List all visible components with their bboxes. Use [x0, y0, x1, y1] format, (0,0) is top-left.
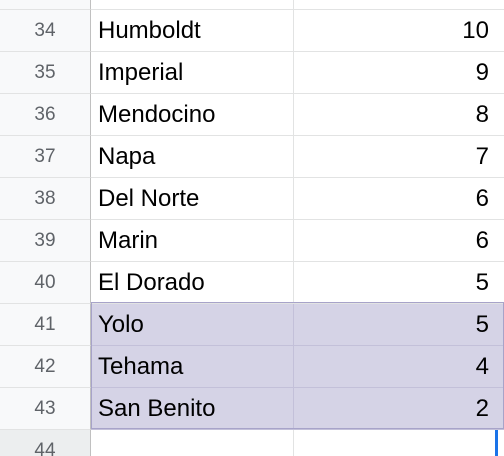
- cell-county[interactable]: San Benito: [91, 388, 294, 430]
- table-row: 39 Marin 6: [0, 220, 504, 262]
- cell-value[interactable]: 6: [294, 220, 504, 262]
- row-header[interactable]: 38: [0, 178, 91, 220]
- row-header[interactable]: 37: [0, 136, 91, 178]
- table-row: 34 Humboldt 10: [0, 10, 504, 52]
- row-header[interactable]: 44: [0, 430, 91, 456]
- cell-county[interactable]: Del Norte: [91, 178, 294, 220]
- cell-county[interactable]: Yolo: [91, 304, 294, 346]
- row-header[interactable]: [0, 0, 91, 10]
- table-row: 35 Imperial 9: [0, 52, 504, 94]
- table-row: 37 Napa 7: [0, 136, 504, 178]
- cell-county[interactable]: Tehama: [91, 346, 294, 388]
- cell-value[interactable]: 4: [294, 346, 504, 388]
- row-header[interactable]: 43: [0, 388, 91, 430]
- cell-value[interactable]: 6: [294, 178, 504, 220]
- table-row: 44: [0, 430, 504, 456]
- row-header[interactable]: 36: [0, 94, 91, 136]
- table-row-selected: 42 Tehama 4: [0, 346, 504, 388]
- row-header[interactable]: 41: [0, 304, 91, 346]
- cell-value[interactable]: 8: [294, 94, 504, 136]
- cell-county[interactable]: Marin: [91, 220, 294, 262]
- table-row-selected: 43 San Benito 2: [0, 388, 504, 430]
- cell-value[interactable]: 5: [294, 304, 504, 346]
- cell-county[interactable]: [91, 430, 294, 456]
- table-row: 38 Del Norte 6: [0, 178, 504, 220]
- cell-county[interactable]: El Dorado: [91, 262, 294, 304]
- fill-handle[interactable]: [495, 430, 498, 456]
- row-header[interactable]: 40: [0, 262, 91, 304]
- cell-county[interactable]: Napa: [91, 136, 294, 178]
- cell-value[interactable]: 10: [294, 10, 504, 52]
- row-header[interactable]: 42: [0, 346, 91, 388]
- cell-county[interactable]: Imperial: [91, 52, 294, 94]
- cell-value[interactable]: 7: [294, 136, 504, 178]
- cell-value[interactable]: 9: [294, 52, 504, 94]
- table-row: 40 El Dorado 5: [0, 262, 504, 304]
- cell-value[interactable]: [294, 0, 504, 10]
- row-partial-top: [0, 0, 504, 10]
- cell-county[interactable]: Mendocino: [91, 94, 294, 136]
- row-header[interactable]: 34: [0, 10, 91, 52]
- row-header[interactable]: 39: [0, 220, 91, 262]
- row-header[interactable]: 35: [0, 52, 91, 94]
- table-row-selected: 41 Yolo 5: [0, 304, 504, 346]
- table-row: 36 Mendocino 8: [0, 94, 504, 136]
- cell-value[interactable]: 5: [294, 262, 504, 304]
- cell-county[interactable]: Humboldt: [91, 10, 294, 52]
- cell-value[interactable]: [294, 430, 504, 456]
- cell-county[interactable]: [91, 0, 294, 10]
- cell-value[interactable]: 2: [294, 388, 504, 430]
